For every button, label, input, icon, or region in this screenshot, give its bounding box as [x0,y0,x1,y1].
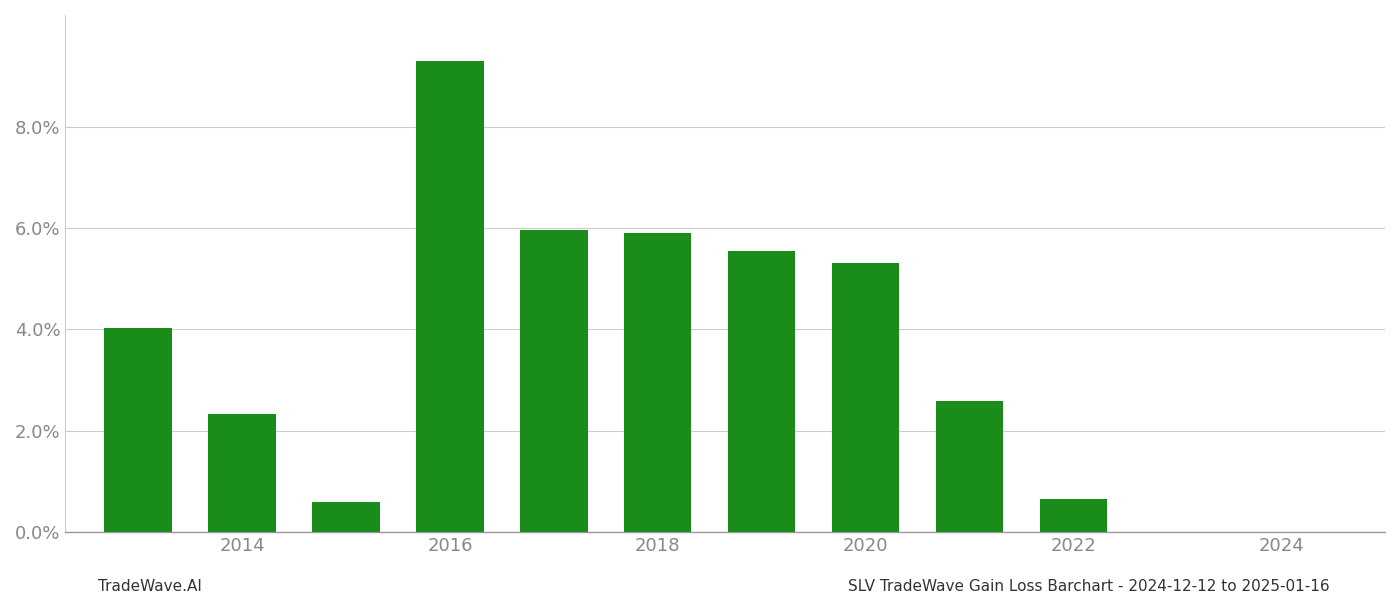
Bar [935,401,1004,532]
Text: SLV TradeWave Gain Loss Barchart - 2024-12-12 to 2025-01-16: SLV TradeWave Gain Loss Barchart - 2024-… [848,579,1330,594]
Bar [728,251,795,532]
Bar [519,230,588,532]
Bar [312,502,379,532]
Bar [624,233,692,532]
Bar [416,61,483,532]
Bar [105,328,172,532]
Bar [1040,499,1107,532]
Bar [832,263,899,532]
Bar [209,414,276,532]
Text: TradeWave.AI: TradeWave.AI [98,579,202,594]
